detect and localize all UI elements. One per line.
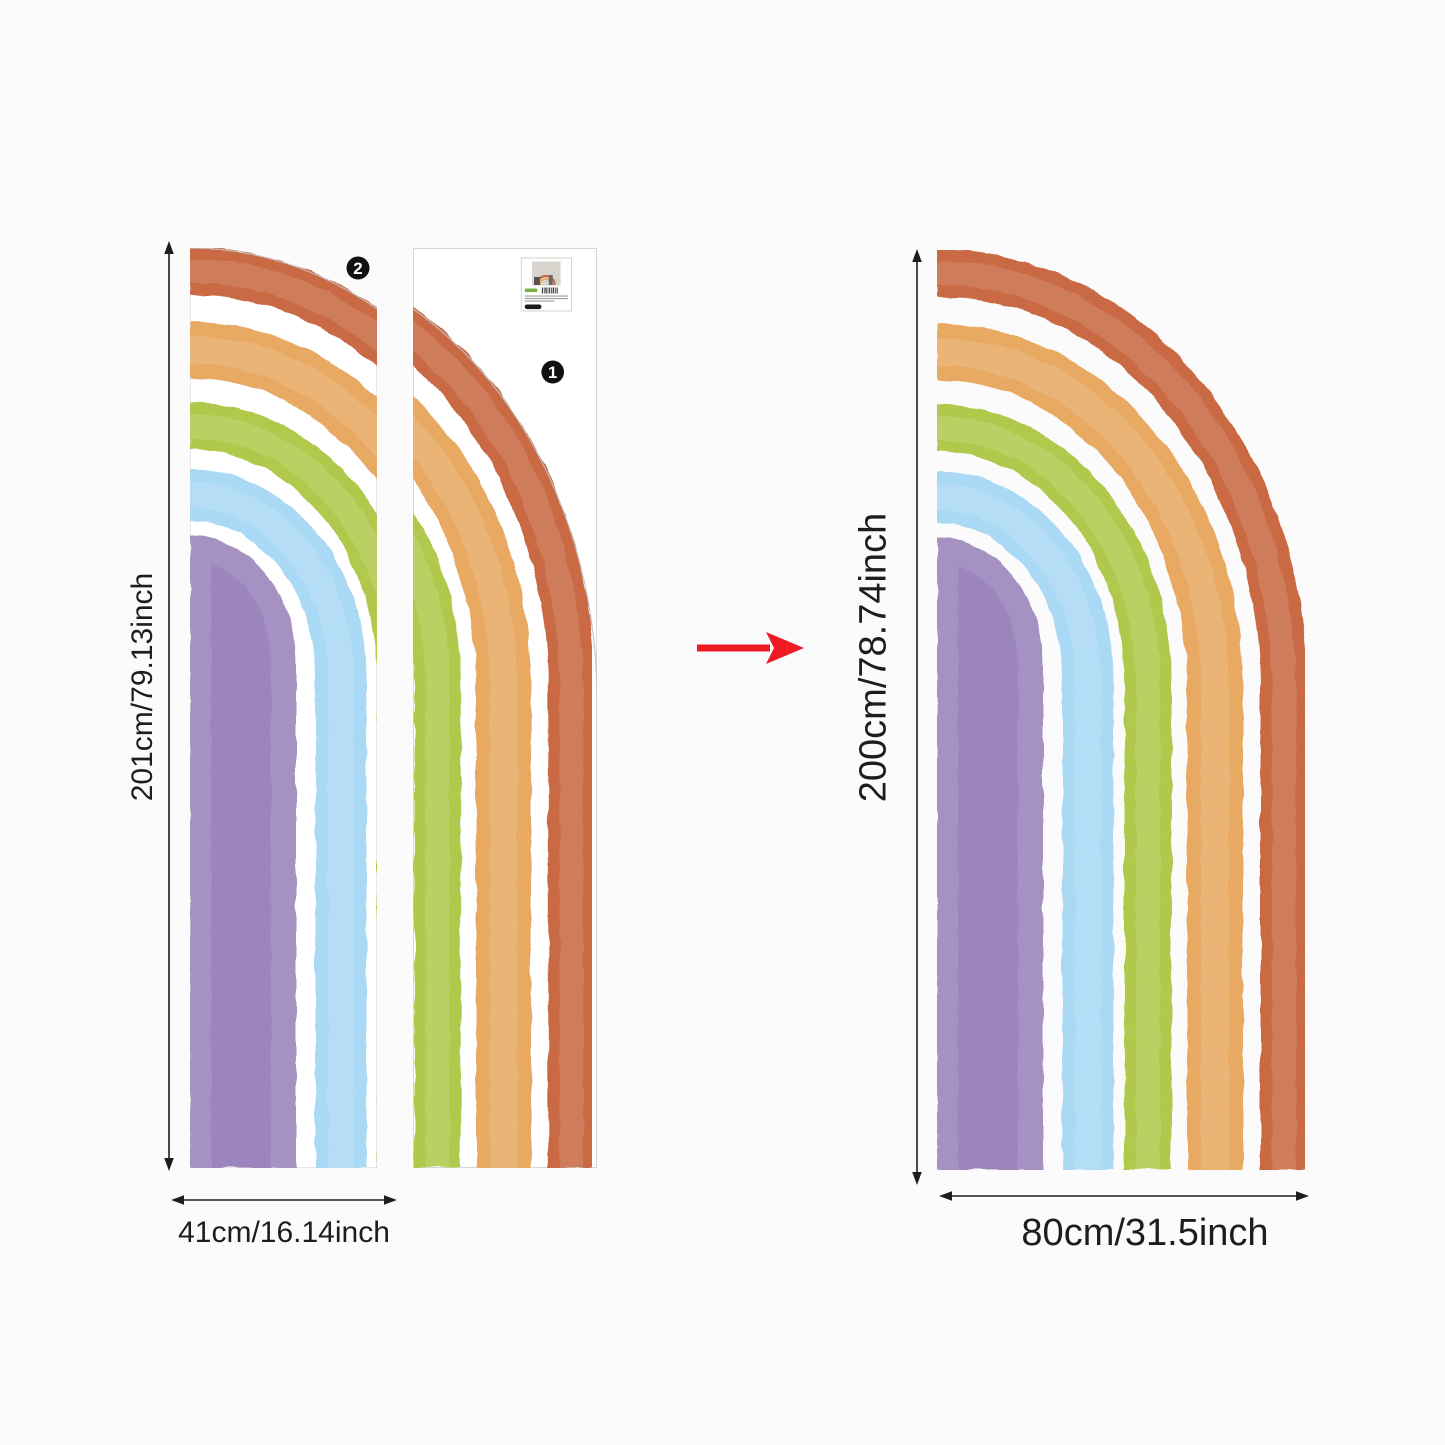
height-dimension-right: 200cm/78.74inch [852, 512, 895, 803]
assembled-rainbow [937, 250, 1310, 1170]
arrowhead-up [912, 249, 922, 262]
transform-arrowhead [766, 632, 804, 664]
arrowhead-right [384, 1195, 397, 1205]
arrowhead-right [1296, 1191, 1309, 1201]
height-dimension-left: 201cm/79.13inch [126, 572, 159, 802]
sheet-1-die-cut-line [413, 308, 597, 699]
transform-arrow [697, 632, 804, 664]
label-logo [524, 288, 538, 293]
product-label [520, 257, 572, 312]
badge-2: 2 [346, 256, 370, 280]
label-text-lines [524, 295, 568, 302]
sticker-sheet-1: 1 [413, 248, 597, 1168]
label-photo-furniture [534, 277, 540, 285]
badge-1-circle [541, 360, 565, 384]
arrowhead-left [171, 1195, 184, 1205]
badge-2-number: 2 [353, 259, 362, 278]
width-arrow-left [171, 1195, 397, 1205]
badge-2-circle [346, 256, 370, 280]
sticker-sheet-2: 2 [190, 248, 377, 1168]
arrowhead-down [164, 1158, 174, 1171]
height-arrow-left [164, 241, 174, 1171]
width-dimension-left: 41cm/16.14inch [178, 1216, 390, 1249]
arrowhead-left [939, 1191, 952, 1201]
height-arrow-right [912, 249, 922, 1185]
sheet-2-die-cut-line [190, 248, 377, 310]
arrowhead-down [912, 1172, 922, 1185]
width-dimension-right: 80cm/31.5inch [1021, 1212, 1269, 1254]
label-photo-furniture2 [548, 275, 553, 285]
arrowhead-up [164, 241, 174, 254]
width-arrow-right [939, 1191, 1309, 1201]
badge-1: 1 [541, 360, 565, 384]
label-oval-mark [524, 304, 542, 310]
badge-1-number: 1 [548, 363, 557, 382]
label-barcode [541, 287, 558, 294]
